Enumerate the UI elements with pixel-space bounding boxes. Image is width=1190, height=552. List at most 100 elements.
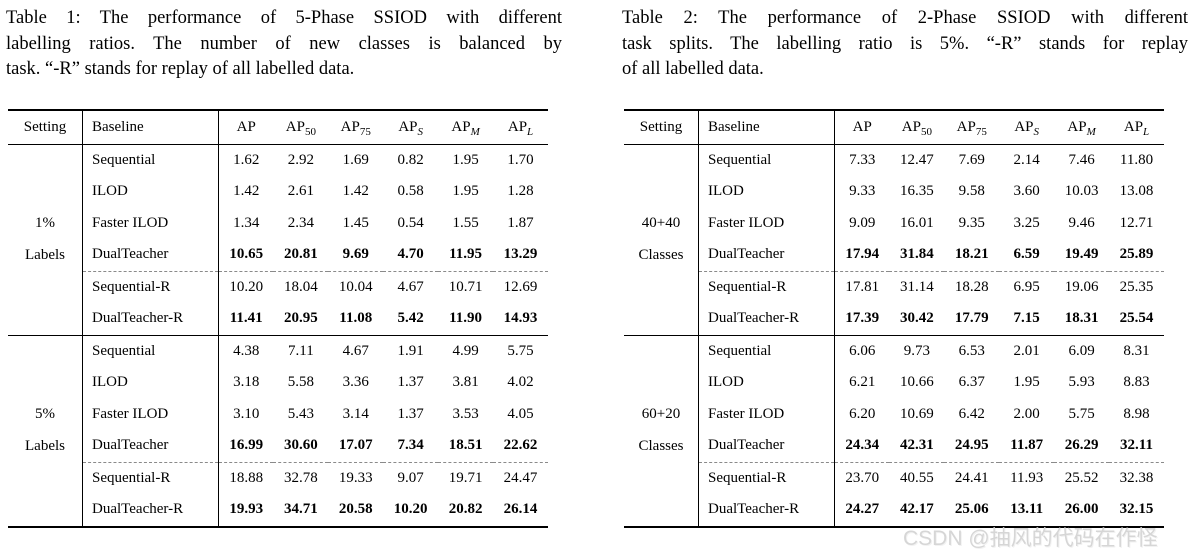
metric-value: 19.71 [438,461,494,494]
table-2-section: Table 2: The performance of 2-Phase SSIO… [622,6,1188,528]
metric-value: 1.95 [452,183,479,200]
metric-value: 24.47 [493,461,548,494]
metric-value: 18.88 [218,461,274,494]
metric-value: 17.81 [834,270,890,303]
caption-line: Table 2: The performance of 2-Phase SSIO… [622,8,1188,28]
baseline-name: Sequential [698,144,835,176]
baseline-name: Sequential-R [82,461,219,494]
metric-value: 3.10 [233,405,260,422]
metric-value: 1.37 [397,405,424,422]
column-header-ap50: AP50 [889,109,945,145]
metric-value: 18.21 [954,246,989,263]
caption-line: task splits. The labelling ratio is 5%. … [622,33,1188,54]
metric-value: 6.95 [999,270,1055,303]
table-row: 5% Labels Sequential 4.38 7.11 4.67 1.91 4.99 5.… [8,334,548,527]
metric-value: 32.38 [1109,461,1164,494]
caption-line: of all labelled data. [622,59,764,79]
metric-value: 23.70 [834,461,890,494]
metric-value: 13.08 [1119,183,1154,200]
metric-value: 1.69 [342,151,369,168]
metric-value: 9.46 [1068,214,1095,231]
metric-value: 9.09 [849,214,876,231]
metric-value: 3.14 [342,405,369,422]
metric-value: 32.15 [1119,501,1154,518]
column-header-apm: APM [438,109,494,145]
metric-value: 1.95 [1013,374,1040,391]
column-header-setting: Setting [624,109,699,145]
column-header-ap: AP [218,109,274,145]
metric-value: 3.36 [342,374,369,391]
metric-value: 7.69 [958,151,985,168]
metric-value: 8.31 [1109,334,1164,367]
metric-value: 10.20 [393,501,428,518]
metric-value: 24.27 [845,501,880,518]
metric-value: 3.53 [452,405,479,422]
table-row: ILOD 6.21 10.66 6.37 1.95 5.93 8.83 [624,367,1164,399]
metric-value: 6.06 [834,334,890,367]
table-row: Faster ILOD 9.09 16.01 9.35 3.25 9.46 12.71 [624,207,1164,239]
metric-value: 26.00 [1064,501,1099,518]
table-row: DualTeacher-R 19.93 34.71 20.58 10.20 20.82 26… [8,494,548,527]
metric-value: 16.99 [229,437,264,454]
metric-value: 19.49 [1064,246,1099,263]
metric-value: 3.25 [1013,214,1040,231]
table-row: DualTeacher 10.65 20.81 9.69 4.70 11.95 13.29 [8,239,548,271]
metric-value: 13.29 [503,246,538,263]
metric-value: 10.66 [899,374,934,391]
setting-label: 5% Labels [8,334,83,527]
metric-value: 17.79 [954,310,989,327]
table-row: ILOD 3.18 5.58 3.36 1.37 3.81 4.02 [8,367,548,399]
metric-value: 11.41 [229,310,263,327]
baseline-name: Faster ILOD [698,398,835,430]
table-row: DualTeacher-R 17.39 30.42 17.79 7.15 18.31 25.… [624,303,1164,335]
table-row: DualTeacher-R 24.27 42.17 25.06 13.11 26.00 32… [624,494,1164,527]
column-header-apl: APL [1109,109,1164,145]
baseline-name: ILOD [82,176,219,208]
metric-value: 22.62 [503,437,538,454]
baseline-name: Sequential [698,334,835,367]
metric-value: 11.08 [339,310,373,327]
metric-value: 4.70 [397,246,424,263]
baseline-name: Sequential-R [698,461,835,494]
metric-value: 7.11 [273,334,329,367]
metric-value: 2.01 [999,334,1055,367]
metric-value: 16.01 [899,214,934,231]
metric-value: 1.70 [507,151,534,168]
metric-value: 20.81 [283,246,318,263]
metric-value: 14.93 [503,310,538,327]
metric-value: 8.98 [1123,405,1150,422]
column-header-apm: APM [1054,109,1110,145]
metric-value: 30.42 [899,310,934,327]
column-header-aps: APS [999,109,1055,145]
baseline-name: Faster ILOD [82,207,219,239]
metric-value: 11.87 [1010,437,1044,454]
metric-value: 11.90 [449,310,483,327]
metric-value: 6.09 [1054,334,1110,367]
baseline-name: DualTeacher [82,239,219,271]
metric-value: 31.84 [899,246,934,263]
baseline-name: Sequential-R [82,270,219,303]
metric-value: 4.02 [507,374,534,391]
metric-value: 24.34 [845,437,880,454]
metric-value: 2.34 [287,214,314,231]
setting-line: 40+40 [641,215,681,231]
metric-value: 9.33 [849,183,876,200]
baseline-name: DualTeacher [698,430,835,462]
column-header-baseline: Baseline [698,109,835,145]
metric-value: 20.82 [448,501,483,518]
metric-value: 2.92 [287,151,314,168]
metric-value: 4.67 [328,334,384,367]
metric-value: 34.71 [283,501,318,518]
table-2-caption: Table 2: The performance of 2-Phase SSIO… [622,6,1188,83]
metric-value: 18.31 [1064,310,1099,327]
metric-value: 1.45 [342,214,369,231]
setting-line: 60+20 [641,406,681,422]
metric-value: 11.93 [999,461,1055,494]
table-row: Sequential-R 23.70 40.55 24.41 11.93 25.52 32.… [624,461,1164,494]
metric-value: 9.58 [958,183,985,200]
baseline-name: ILOD [698,176,835,208]
metric-value: 26.14 [503,501,538,518]
metric-value: 1.42 [342,183,369,200]
column-header-ap75: AP75 [944,109,1000,145]
